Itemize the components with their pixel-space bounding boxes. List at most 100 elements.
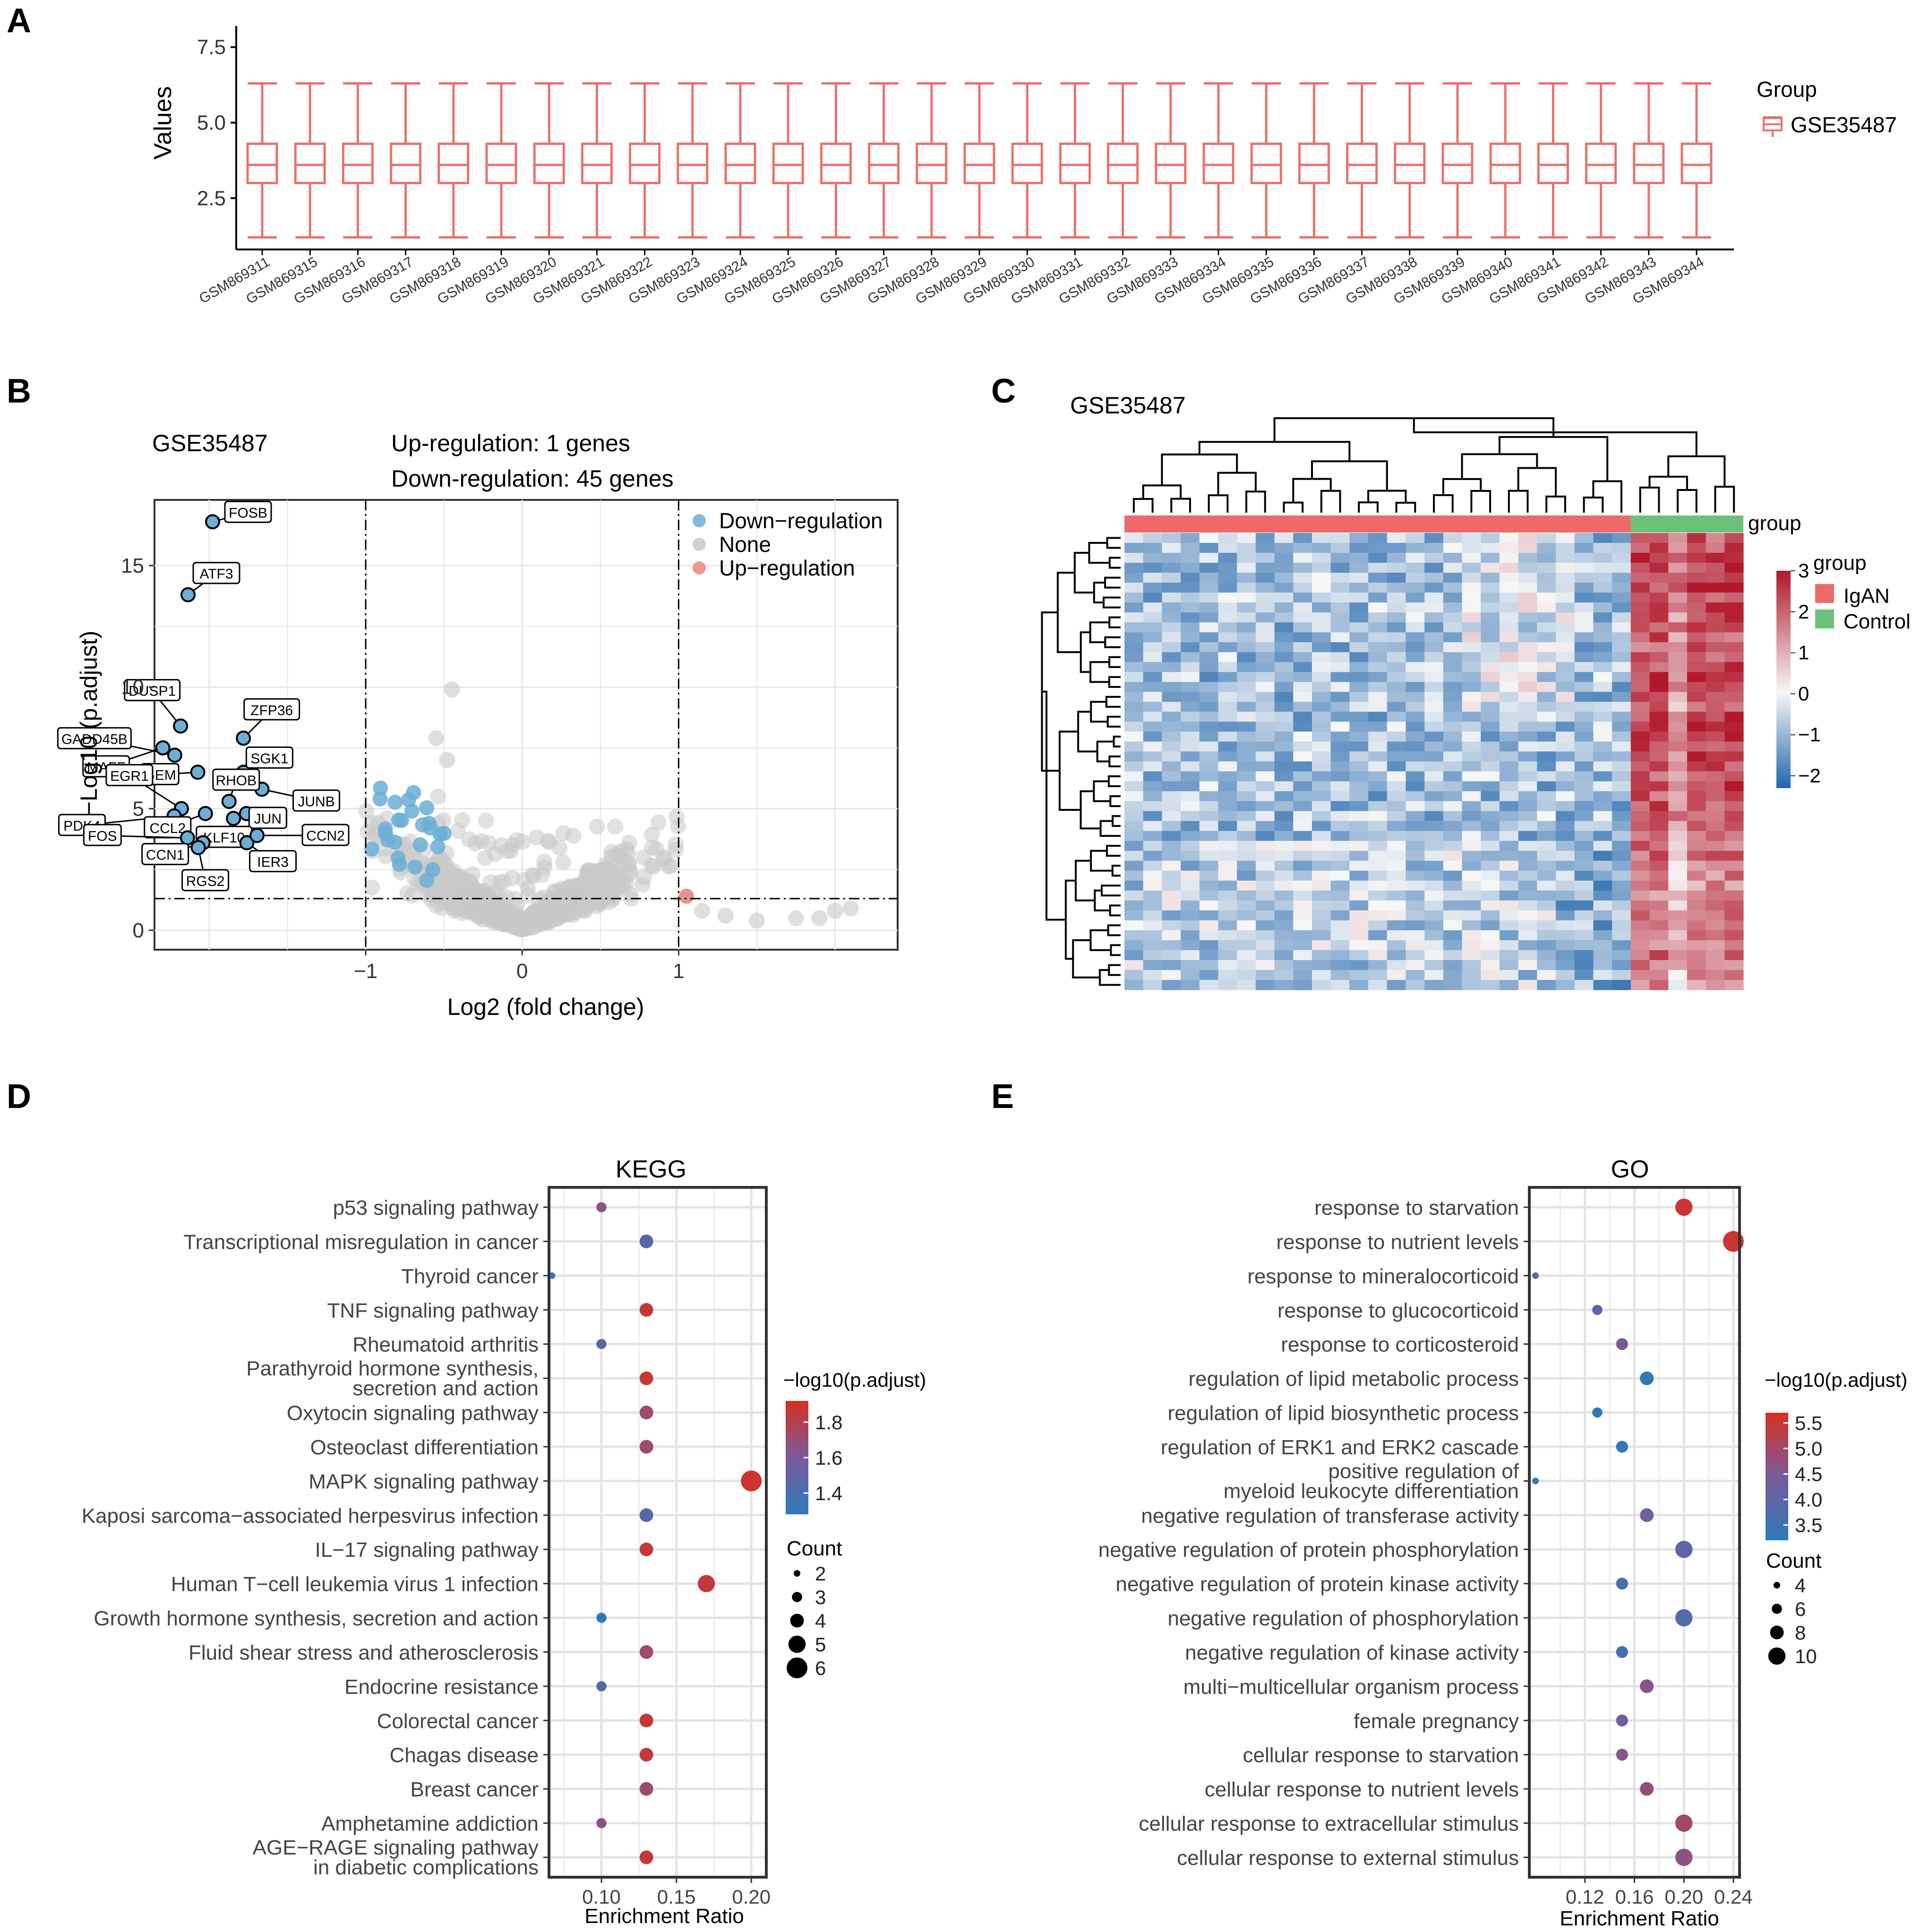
- heat-cell: [1349, 543, 1369, 553]
- heat-cell: [1293, 652, 1312, 662]
- heat-cell: [1724, 920, 1744, 931]
- heat-cell: [1162, 672, 1181, 682]
- heat-cell: [1349, 563, 1369, 573]
- heat-cell: [1330, 920, 1350, 931]
- heat-cell: [1406, 682, 1425, 692]
- heat-cell: [1387, 870, 1406, 881]
- heat-cell: [1481, 583, 1500, 593]
- panel-b-up-count: Up-regulation: 1 genes: [391, 430, 630, 456]
- d-size-key: [787, 1657, 807, 1678]
- heat-cell: [1274, 841, 1294, 851]
- heat-cell: [1162, 563, 1181, 573]
- heat-cell: [1499, 543, 1519, 553]
- heat-cell: [1593, 801, 1612, 812]
- heat-cell: [1349, 970, 1369, 980]
- heat-cell: [1312, 682, 1331, 692]
- e-color-tick-label: 5.5: [1795, 1412, 1822, 1434]
- heat-cell: [1218, 602, 1237, 613]
- gene-label-fosb: FOSB: [205, 500, 272, 530]
- heat-cell: [1143, 930, 1162, 941]
- heat-cell: [1143, 890, 1162, 901]
- e-term-label: regulation of lipid biosynthetic process: [1167, 1402, 1519, 1425]
- heat-cell: [1312, 563, 1331, 573]
- heat-cell: [1218, 860, 1237, 871]
- heat-cell: [1312, 543, 1331, 553]
- panel-a-y-ticks: 2.55.07.5: [197, 36, 236, 210]
- heat-cell: [1124, 970, 1144, 980]
- heat-cell: [1574, 662, 1594, 672]
- heat-cell: [1481, 960, 1500, 970]
- heat-cell: [1143, 850, 1162, 861]
- heat-cell: [1124, 890, 1144, 901]
- panel-c-annotation-label: group: [1748, 512, 1801, 535]
- heat-cell: [1612, 533, 1631, 543]
- heat-cell: [1462, 702, 1481, 712]
- heat-cell: [1387, 672, 1406, 682]
- heat-cell: [1443, 543, 1463, 553]
- heat-cell: [1668, 692, 1688, 702]
- heat-cell: [1349, 682, 1369, 692]
- heat-cell: [1349, 662, 1369, 672]
- heat-cell: [1649, 612, 1669, 623]
- heat-cell: [1724, 900, 1744, 911]
- heat-cell: [1237, 721, 1256, 732]
- heat-cell: [1556, 940, 1575, 951]
- d-term-label: Fluid shear stress and atherosclerosis: [189, 1641, 539, 1664]
- b-ytick-label: 15: [121, 554, 144, 577]
- labeled-point: [167, 747, 182, 763]
- heat-cell: [1574, 632, 1594, 643]
- labeled-point: [221, 794, 237, 809]
- heat-cell: [1668, 970, 1688, 980]
- heat-cell: [1593, 632, 1612, 643]
- heat-cell: [1349, 602, 1369, 613]
- heat-cell: [1481, 622, 1500, 633]
- heat-cell: [1593, 761, 1612, 772]
- heat-cell: [1630, 543, 1650, 553]
- heat-cell: [1443, 751, 1463, 762]
- heat-cell: [1162, 682, 1181, 692]
- heat-cell: [1556, 622, 1575, 633]
- panel-a-boxplot: Values 2.55.07.5 GSM869311GSM869315GSM86…: [149, 26, 1897, 307]
- none-point: [404, 887, 420, 904]
- heat-cell: [1593, 702, 1612, 712]
- heat-cell: [1443, 821, 1463, 832]
- heat-cell: [1556, 751, 1575, 762]
- heat-cell: [1124, 543, 1144, 553]
- heat-cell: [1330, 642, 1350, 653]
- heat-cell: [1556, 850, 1575, 861]
- heat-cell: [1481, 612, 1500, 623]
- heat-cell: [1574, 751, 1594, 762]
- heat-cell: [1687, 632, 1706, 643]
- heat-cell: [1143, 771, 1162, 782]
- heat-cell: [1124, 751, 1144, 762]
- none-point: [717, 907, 734, 924]
- heat-cell: [1630, 612, 1650, 623]
- heat-cell: [1368, 811, 1388, 822]
- heat-cell: [1668, 632, 1688, 643]
- d-dot: [639, 1303, 653, 1317]
- heat-cell: [1443, 553, 1463, 563]
- heat-cell: [1537, 940, 1556, 951]
- heat-cell: [1574, 672, 1594, 682]
- heat-cell: [1124, 533, 1144, 543]
- heat-cell: [1181, 850, 1200, 861]
- heat-cell: [1724, 692, 1744, 702]
- heat-cell: [1724, 602, 1744, 613]
- heat-cell: [1424, 979, 1444, 990]
- heat-cell: [1237, 602, 1256, 613]
- heat-cell: [1706, 920, 1725, 931]
- gene-label-egr1: EGR1: [105, 764, 189, 816]
- heat-cell: [1630, 672, 1650, 682]
- heat-cell: [1462, 821, 1481, 832]
- heat-cell: [1162, 831, 1181, 841]
- none-point: [443, 882, 460, 898]
- heat-cell: [1556, 662, 1575, 672]
- heat-cell: [1181, 960, 1200, 970]
- gene-label-ccn2: CCN2: [249, 824, 350, 846]
- heat-cell: [1406, 930, 1425, 941]
- heat-cell: [1199, 811, 1219, 822]
- heat-cell: [1255, 930, 1275, 941]
- heat-cell: [1162, 950, 1181, 961]
- heat-cell: [1462, 890, 1481, 901]
